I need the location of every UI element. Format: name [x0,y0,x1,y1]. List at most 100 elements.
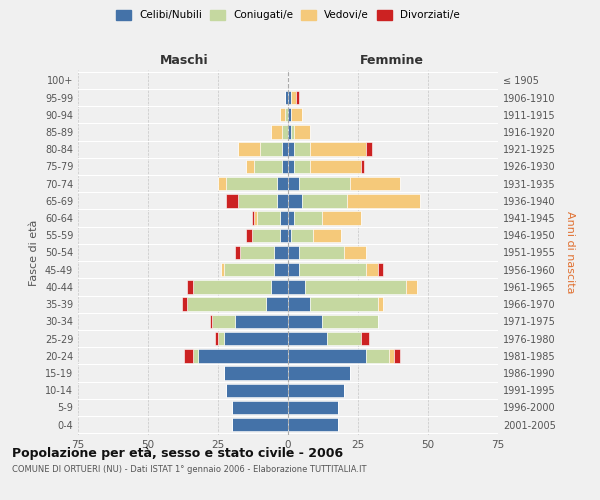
Bar [344,246,367,259]
Bar [305,280,406,293]
Bar [293,142,310,156]
Bar [291,126,293,138]
Text: Popolazione per età, sesso e stato civile - 2006: Popolazione per età, sesso e stato civil… [12,448,343,460]
Bar [184,349,193,362]
Bar [285,91,288,104]
Bar [313,228,341,242]
Bar [367,349,389,362]
Bar [288,263,299,276]
Bar [299,263,367,276]
Bar [271,280,288,293]
Bar [310,298,377,311]
Bar [288,228,291,242]
Bar [291,91,296,104]
Bar [288,366,350,380]
Bar [266,298,288,311]
Bar [389,349,394,362]
Bar [226,384,288,397]
Bar [224,263,274,276]
Bar [288,332,327,345]
Bar [302,194,347,207]
Bar [283,160,288,173]
Bar [218,177,226,190]
Bar [288,91,291,104]
Bar [226,177,277,190]
Bar [291,108,302,122]
Bar [215,332,218,345]
Text: Maschi: Maschi [160,54,209,66]
Bar [251,212,254,225]
Bar [232,418,288,432]
Bar [221,263,224,276]
Bar [280,212,288,225]
Bar [288,246,299,259]
Bar [199,349,288,362]
Bar [218,332,224,345]
Bar [246,160,254,173]
Bar [377,298,383,311]
Bar [238,194,277,207]
Bar [288,160,293,173]
Bar [288,177,299,190]
Bar [367,263,377,276]
Bar [288,349,367,362]
Bar [193,280,271,293]
Bar [293,212,322,225]
Bar [288,314,322,328]
Bar [260,142,283,156]
Bar [238,142,260,156]
Bar [361,160,364,173]
Bar [288,280,305,293]
Bar [293,160,310,173]
Bar [246,228,251,242]
Bar [299,177,350,190]
Bar [283,142,288,156]
Bar [187,298,266,311]
Bar [235,314,288,328]
Bar [288,384,344,397]
Bar [182,298,187,311]
Bar [288,400,338,414]
Bar [377,263,383,276]
Bar [254,160,283,173]
Bar [271,126,283,138]
Bar [280,108,285,122]
Bar [288,126,291,138]
Bar [394,349,400,362]
Bar [406,280,417,293]
Bar [367,142,372,156]
Bar [322,314,377,328]
Bar [291,228,313,242]
Bar [241,246,274,259]
Bar [347,194,419,207]
Bar [310,142,367,156]
Legend: Celibi/Nubili, Coniugati/e, Vedovi/e, Divorziati/e: Celibi/Nubili, Coniugati/e, Vedovi/e, Di… [116,10,460,20]
Bar [193,349,199,362]
Bar [274,246,288,259]
Bar [224,366,288,380]
Bar [274,263,288,276]
Bar [288,108,291,122]
Bar [288,194,302,207]
Y-axis label: Anni di nascita: Anni di nascita [565,211,575,294]
Bar [327,332,361,345]
Bar [285,108,288,122]
Bar [288,212,293,225]
Bar [251,228,280,242]
Bar [296,91,299,104]
Bar [257,212,280,225]
Bar [288,418,338,432]
Bar [283,126,288,138]
Bar [310,160,361,173]
Bar [288,142,293,156]
Bar [224,332,288,345]
Bar [322,212,361,225]
Bar [254,212,257,225]
Bar [277,177,288,190]
Bar [212,314,235,328]
Bar [232,400,288,414]
Bar [226,194,238,207]
Bar [209,314,212,328]
Bar [361,332,369,345]
Y-axis label: Fasce di età: Fasce di età [29,220,39,286]
